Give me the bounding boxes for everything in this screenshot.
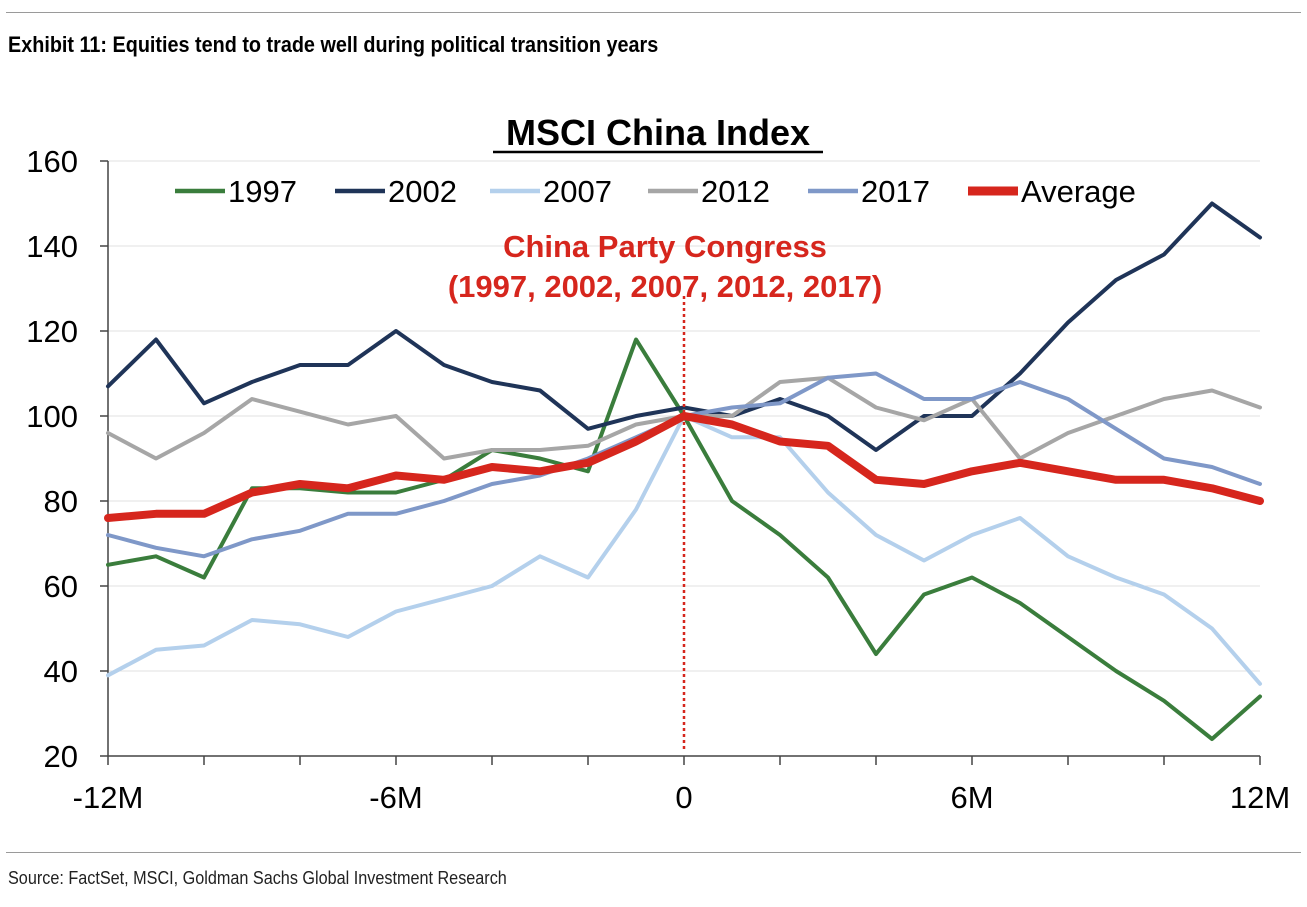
series-line-2002: [106, 201, 1262, 452]
y-tick-label: 120: [26, 314, 78, 349]
legend-label-1997: 1997: [228, 174, 297, 209]
x-tick-label: -6M: [369, 780, 422, 815]
text-layer: 20 40 60 80 100 120 140 160 -12M -6M 0 6M 12M MSCI Ch…: [26, 112, 1290, 815]
x-tick-label: 12M: [1230, 780, 1290, 815]
chart-title: MSCI China Index: [506, 112, 810, 153]
x-tick-label: 6M: [950, 780, 993, 815]
annotation-layer: China Party Congress (1997, 2002, 2007, 2…: [448, 229, 882, 750]
y-tick-label: 160: [26, 144, 78, 179]
legend-layer: 1997 2002 2007 2012 2017 Average: [175, 174, 1136, 209]
top-rule: [6, 12, 1301, 13]
x-tick-label: -12M: [73, 780, 144, 815]
y-tick-label: 60: [44, 569, 78, 604]
y-tick-label: 40: [44, 654, 78, 689]
axis-layer: [100, 160, 1261, 765]
legend-label-2002: 2002: [388, 174, 457, 209]
legend-label-2007: 2007: [543, 174, 612, 209]
source-note: Source: FactSet, MSCI, Goldman Sachs Glo…: [8, 868, 507, 888]
annotation-line1: China Party Congress: [503, 229, 827, 264]
exhibit-title: Exhibit 11: Equities tend to trade well …: [8, 32, 659, 57]
legend-label-2017: 2017: [861, 174, 930, 209]
y-tick-label: 80: [44, 484, 78, 519]
y-tick-label: 100: [26, 399, 78, 434]
y-tick-label: 20: [44, 739, 78, 774]
x-tick-label: 0: [675, 780, 692, 815]
legend-label-2012: 2012: [701, 174, 770, 209]
y-tick-label: 140: [26, 229, 78, 264]
bottom-rule: [6, 852, 1301, 853]
annotation-line2: (1997, 2002, 2007, 2012, 2017): [448, 269, 882, 304]
legend-label-average: Average: [1021, 174, 1136, 209]
